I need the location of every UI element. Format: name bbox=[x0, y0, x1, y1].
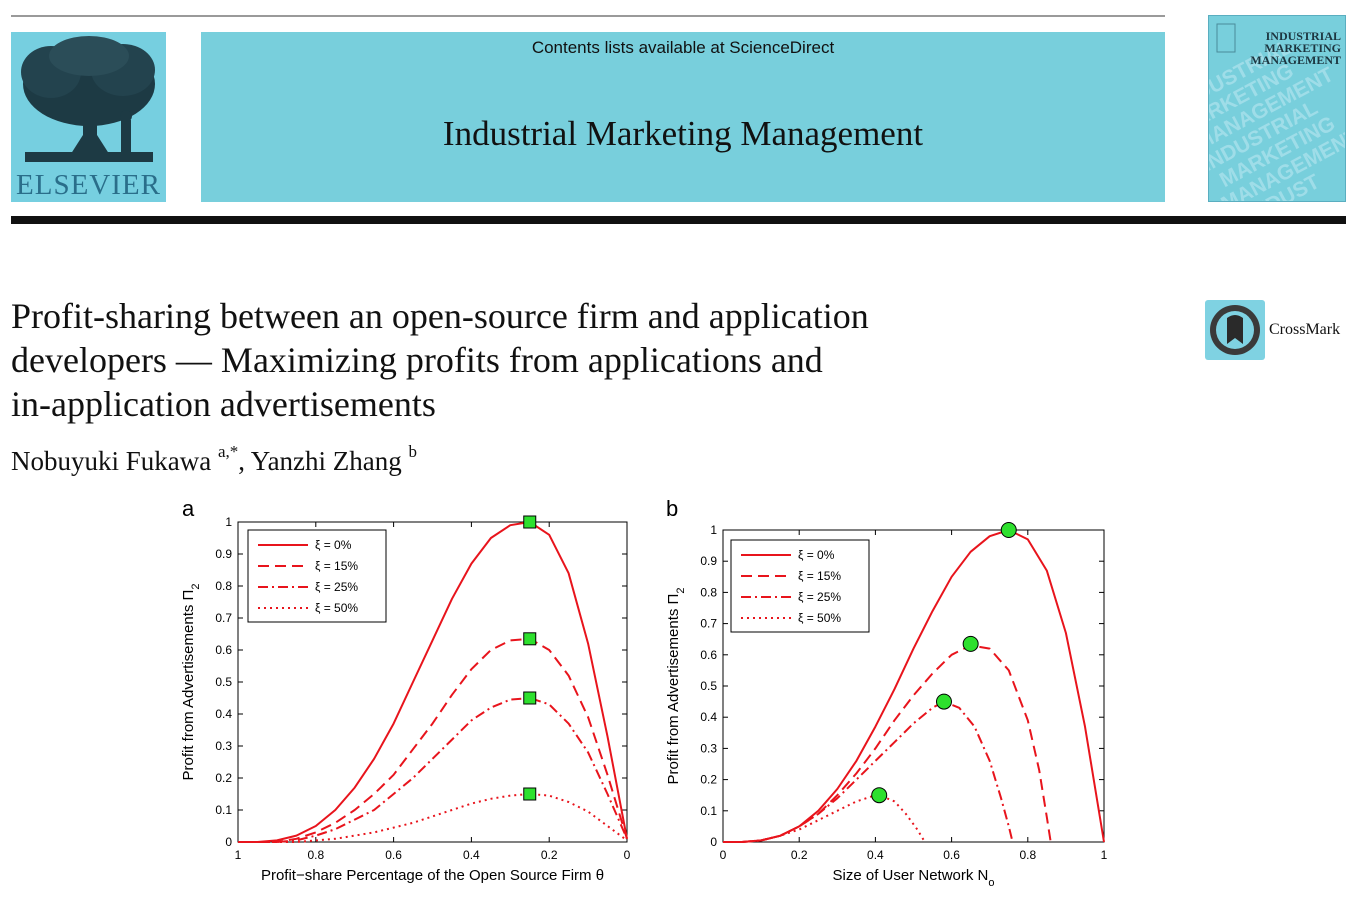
chart-legend: ξ = 0% ξ = 15% ξ = 25% ξ = 50% bbox=[247, 529, 387, 623]
x-tick-label: 0.6 bbox=[943, 848, 960, 862]
plot-frame bbox=[237, 521, 628, 843]
series-line bbox=[238, 697, 628, 843]
elsevier-tree-icon bbox=[11, 32, 166, 168]
series-line bbox=[238, 637, 628, 843]
author-name[interactable]: Yanzhi Zhang bbox=[250, 446, 402, 476]
y-tick-label: 1 bbox=[225, 515, 232, 529]
x-tick-label: 0.4 bbox=[867, 848, 884, 862]
header-top-rule bbox=[11, 15, 1165, 17]
x-tick-label: 0 bbox=[720, 848, 727, 862]
panel-label: b bbox=[666, 496, 678, 521]
y-tick-label: 0.8 bbox=[700, 585, 717, 599]
x-tick-label: 0.8 bbox=[1019, 848, 1036, 862]
chart-panel-b: b 0 0.1 0.2 0.3 0.4 0.5 0.6 0.7 0.8 0.9 1 0 0.2 0.4 0.6… bbox=[665, 496, 1108, 889]
legend-label: ξ = 50% bbox=[798, 611, 841, 625]
chart-legend: ξ = 0% ξ = 15% ξ = 25% ξ = 50% bbox=[730, 539, 870, 633]
chart-panel-a: a 0 0.1 0.2 0.3 0.4 0.5 0.6 0.7 0.8 0.9 1 1 0.8 0.6 0.4… bbox=[180, 496, 631, 884]
legend-label: ξ = 25% bbox=[798, 590, 841, 604]
header-bottom-rule bbox=[11, 216, 1346, 224]
y-tick-label: 0.1 bbox=[700, 804, 717, 818]
y-tick-label: 0.4 bbox=[700, 710, 717, 724]
y-tick-label: 0.8 bbox=[215, 579, 232, 593]
x-tick-label: 0.8 bbox=[307, 848, 324, 862]
y-tick-label: 0.4 bbox=[215, 707, 232, 721]
y-tick-label: 0.2 bbox=[215, 771, 232, 785]
crossmark-badge[interactable]: CrossMark bbox=[1205, 300, 1340, 360]
journal-name[interactable]: Industrial Marketing Management bbox=[442, 114, 924, 153]
optimum-marker bbox=[523, 787, 537, 801]
legend-label: ξ = 0% bbox=[315, 538, 352, 552]
crossmark-icon bbox=[1205, 300, 1265, 360]
x-tick-label: 0 bbox=[624, 848, 631, 862]
x-axis-label: Profit−share Percentage of the Open Sour… bbox=[261, 867, 604, 884]
author-list: Nobuyuki Fukawa a,*, Yanzhi Zhang b bbox=[11, 442, 417, 477]
y-axis-label: Profit from Advertisements Π2 bbox=[180, 583, 202, 780]
y-tick-label: 0.7 bbox=[700, 617, 717, 631]
y-tick-label: 0.5 bbox=[700, 679, 717, 693]
journal-cover-thumbnail[interactable]: INDUSTRIAL MARKETING MANAGEMENT INDUSTRI… bbox=[1208, 15, 1346, 202]
legend-label: ξ = 25% bbox=[315, 580, 358, 594]
article-title: Profit-sharing between an open-source fi… bbox=[11, 296, 869, 424]
series-line bbox=[723, 700, 1014, 843]
y-tick-label: 0.6 bbox=[215, 643, 232, 657]
cover-title: INDUSTRIAL MARKETING MANAGEMENT bbox=[1250, 29, 1341, 67]
crossmark-label: CrossMark bbox=[1269, 321, 1341, 338]
x-tick-label: 1 bbox=[1101, 848, 1108, 862]
y-tick-label: 0 bbox=[710, 835, 717, 849]
x-tick-label: 0.2 bbox=[541, 848, 558, 862]
x-tick-label: 0.6 bbox=[385, 848, 402, 862]
panel-label: a bbox=[182, 496, 195, 521]
series-line bbox=[238, 521, 628, 843]
contents-line[interactable]: Contents lists available at ScienceDirec… bbox=[531, 38, 835, 57]
legend-box bbox=[730, 539, 870, 633]
series-line bbox=[238, 793, 628, 843]
optimum-marker bbox=[1000, 522, 1017, 538]
optimum-marker bbox=[523, 632, 537, 646]
y-tick-label: 0.9 bbox=[215, 547, 232, 561]
y-tick-label: 0.6 bbox=[700, 648, 717, 662]
author-name[interactable]: Nobuyuki Fukawa bbox=[11, 446, 212, 476]
plot-frame bbox=[722, 529, 1105, 843]
series-line bbox=[723, 644, 1052, 843]
y-tick-label: 0.1 bbox=[215, 803, 232, 817]
cover-watermark: INDUSTRIAL MARKETING MANAGEMENT INDUSTRI… bbox=[1209, 23, 1345, 201]
x-tick-label: 0.2 bbox=[791, 848, 808, 862]
y-tick-label: 0.2 bbox=[700, 773, 717, 787]
y-tick-label: 0.3 bbox=[700, 741, 717, 755]
y-tick-label: 0 bbox=[225, 835, 232, 849]
y-tick-label: 0.3 bbox=[215, 739, 232, 753]
legend-label: ξ = 50% bbox=[315, 601, 358, 615]
x-axis-label: Size of User Network No bbox=[833, 867, 995, 889]
legend-label: ξ = 15% bbox=[798, 569, 841, 583]
optimum-marker bbox=[962, 635, 979, 652]
x-tick-label: 0.4 bbox=[463, 848, 480, 862]
elsevier-wordmark: ELSEVIER bbox=[16, 169, 161, 201]
optimum-marker bbox=[871, 787, 888, 804]
optimum-marker bbox=[935, 693, 952, 710]
optimum-marker bbox=[523, 515, 537, 529]
journal-banner: Contents lists available at ScienceDirec… bbox=[201, 32, 1165, 202]
y-axis-label: Profit from Advertisements Π2 bbox=[665, 587, 687, 784]
y-tick-label: 1 bbox=[710, 523, 717, 537]
y-tick-label: 0.9 bbox=[700, 554, 717, 568]
optimum-marker bbox=[523, 691, 537, 705]
author-affiliation[interactable]: b bbox=[408, 442, 418, 461]
legend-label: ξ = 0% bbox=[798, 548, 835, 562]
legend-box bbox=[247, 529, 387, 623]
author-affiliation[interactable]: a,* bbox=[217, 442, 239, 461]
y-tick-label: 0.5 bbox=[215, 675, 232, 689]
x-tick-label: 1 bbox=[235, 848, 242, 862]
series-line bbox=[723, 529, 1105, 843]
y-tick-label: 0.7 bbox=[215, 611, 232, 625]
elsevier-logo[interactable]: ELSEVIER bbox=[11, 32, 166, 202]
author-separator: , bbox=[238, 446, 251, 476]
series-line bbox=[723, 794, 926, 843]
legend-label: ξ = 15% bbox=[315, 559, 358, 573]
